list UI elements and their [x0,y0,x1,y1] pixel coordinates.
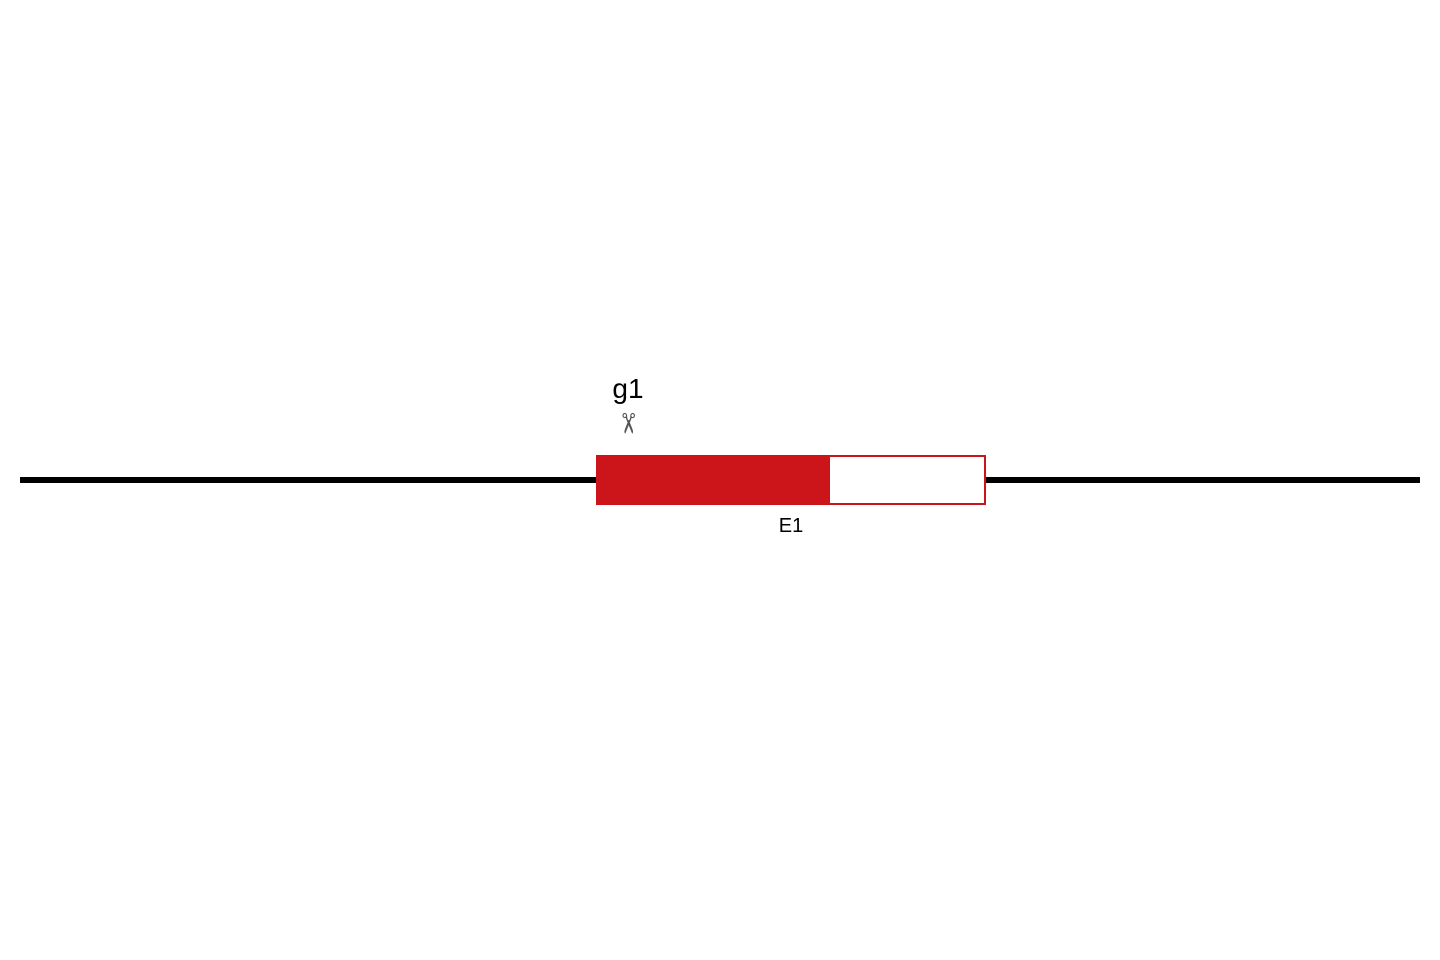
exon-label-e1: E1 [751,515,831,538]
scissors-icon: ✂ [612,394,645,454]
exon-e1-coding-region [596,455,830,505]
